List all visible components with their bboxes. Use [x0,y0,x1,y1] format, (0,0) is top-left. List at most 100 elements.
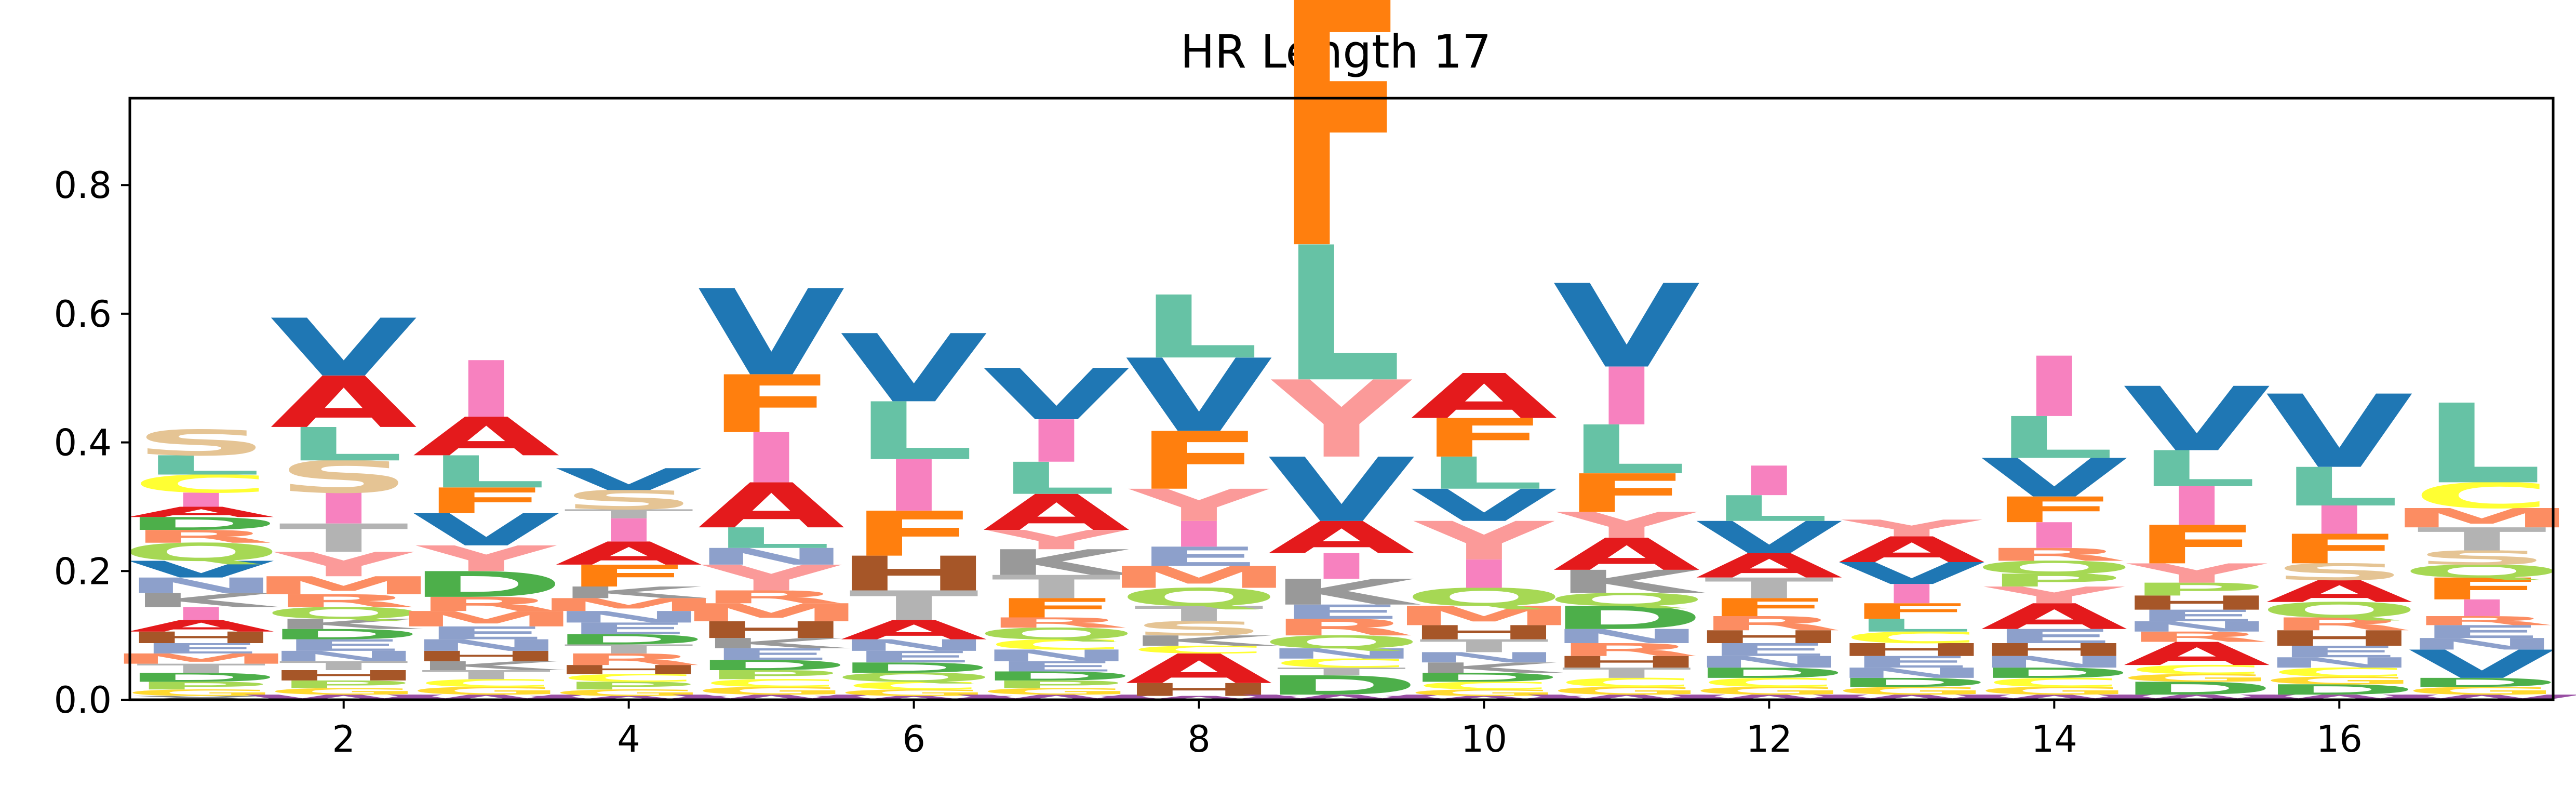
logo-letter-D: D [2118,678,2276,699]
logo-letter-E: E [564,619,694,638]
logo-letter-W: W [1094,695,1304,701]
logo-letter-C: C [1557,675,1697,690]
logo-letter-Q: Q [1118,583,1280,611]
logo-letter-T: T [849,582,980,630]
logo-letter-E: E [991,658,1121,675]
logo-letter-K: K [555,583,709,602]
logo-letter-D: D [1691,665,1848,682]
logo-letter-T: T [136,661,267,676]
logo-letter-Q: Q [976,624,1137,643]
logo-letter-E: E [2417,622,2547,642]
logo-letter-H: H [2260,626,2419,650]
logo-letter-C: C [844,679,984,692]
logo-letter-G: G [693,685,849,697]
logo-letter-W: W [809,695,1019,701]
logo-letter-Q: Q [1260,632,1422,652]
logo-letter-N: N [549,608,708,626]
x-tick-label: 6 [902,718,925,761]
logo-letter-I: I [1021,408,1092,475]
logo-letter-L: L [2136,441,2257,498]
logo-letter-N: N [1547,625,1706,648]
logo-letter-S: S [132,423,270,464]
logo-letter-Y: Y [1270,358,1412,482]
logo-letter-P: P [559,679,699,692]
logo-letter-A: A [983,484,1131,542]
logo-letter-N: N [834,636,993,655]
logo-letter-F: F [991,593,1121,623]
logo-letter-S: S [2271,559,2408,585]
y-axis: 0.0 0.2 0.4 0.6 0.8 [54,164,130,722]
logo-letter-R: R [2124,629,2270,645]
logo-letter-E: E [1989,625,2119,648]
logo-letter-C: C [1842,629,1982,647]
logo-letter-V: V [2123,368,2272,471]
logo-letter-E: E [421,623,551,643]
logo-letter-I: I [1448,552,1519,597]
logo-letter-T: T [564,507,695,522]
logo-letter-V: V [1411,480,1559,531]
logo-letter-D: D [407,564,565,605]
logo-letter-F: F [1989,490,2119,531]
logo-letter-A: A [128,617,276,635]
x-tick-label: 16 [2316,718,2363,761]
logo-letter-N: N [1975,653,2134,672]
logo-letter-I: I [736,419,807,499]
logo-letter-A: A [1268,512,1416,564]
logo-letter-M: M [1389,601,1578,631]
logo-letter-E: E [1277,601,1406,623]
logo-letter-E: E [279,636,409,655]
x-tick-label: 4 [617,718,640,761]
logo-letter-F: F [1847,599,1977,623]
logo-letter-N: N [2117,619,2276,635]
logo-letter-D: D [1548,599,1706,636]
logo-letter-C: C [559,672,699,684]
logo-letter-G: G [978,686,1134,697]
logo-letter-P: P [987,678,1126,691]
logo-letter-T: T [1277,665,1407,678]
logo-letter-A: A [555,535,704,572]
logo-letter-R: R [1553,639,1700,660]
logo-letter-Y: Y [1412,511,1554,572]
logo-letter-I: I [2019,339,2089,436]
logo-letter-L: L [996,453,1117,504]
logo-letter-L: L [2279,457,2400,518]
logo-letter-E: E [1847,653,1977,672]
logo-letter-D: D [122,670,280,685]
logo-letter-H: H [1547,653,1706,672]
logo-letter-Q: Q [1546,590,1707,610]
logo-letter-L: L [1138,277,1259,378]
logo-letter-A: A [1981,596,2129,637]
logo-letter-P: P [2127,579,2266,599]
logo-letter-C: C [987,636,1126,653]
logo-letter-P: P [131,679,271,692]
logo-letter-K: K [270,616,424,633]
logo-letter-Y: Y [272,545,414,584]
logo-letter-M: M [392,607,581,631]
logo-letter-K: K [1125,633,1280,649]
logo-letter-F: F [2274,526,2404,573]
logo-letter-R: R [983,615,1130,631]
logo-letter-R: R [1981,544,2127,565]
logo-letter-V: V [2408,642,2557,687]
logo-letter-Q: Q [1974,557,2135,578]
logo-letter-L: L [711,522,832,554]
logo-letter-G: G [408,685,564,697]
logo-letter-F: F [2417,571,2547,606]
logo-letter-C: C [1984,675,2124,690]
logo-letter-A: A [840,615,989,645]
logo-letter-M: M [677,598,866,627]
logo-letter-V: V [983,354,1131,436]
logo-letter-C: C [1699,675,1839,690]
logo-letter-L: L [1851,615,1972,635]
logo-letter-A: A [2123,635,2272,672]
logo-letter-C: C [131,470,271,498]
logo-letter-G: G [1549,685,1705,697]
logo-letter-H: H [834,546,993,602]
logo-letter-T: T [279,659,410,673]
logo-letter-L: L [426,446,547,498]
logo-letter-Y: Y [985,525,1127,555]
logo-letter-V: V [697,264,846,402]
logo-letter-T: T [2417,521,2548,558]
logo-letter-R: R [1696,612,1843,635]
logo-letter-K: K [983,542,1137,583]
